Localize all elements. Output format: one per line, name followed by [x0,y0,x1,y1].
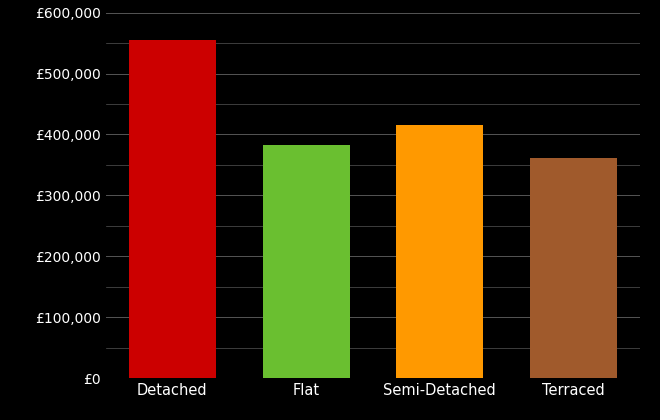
Bar [530,158,617,378]
Bar [129,40,216,378]
Bar [396,125,483,378]
Bar [263,145,350,378]
